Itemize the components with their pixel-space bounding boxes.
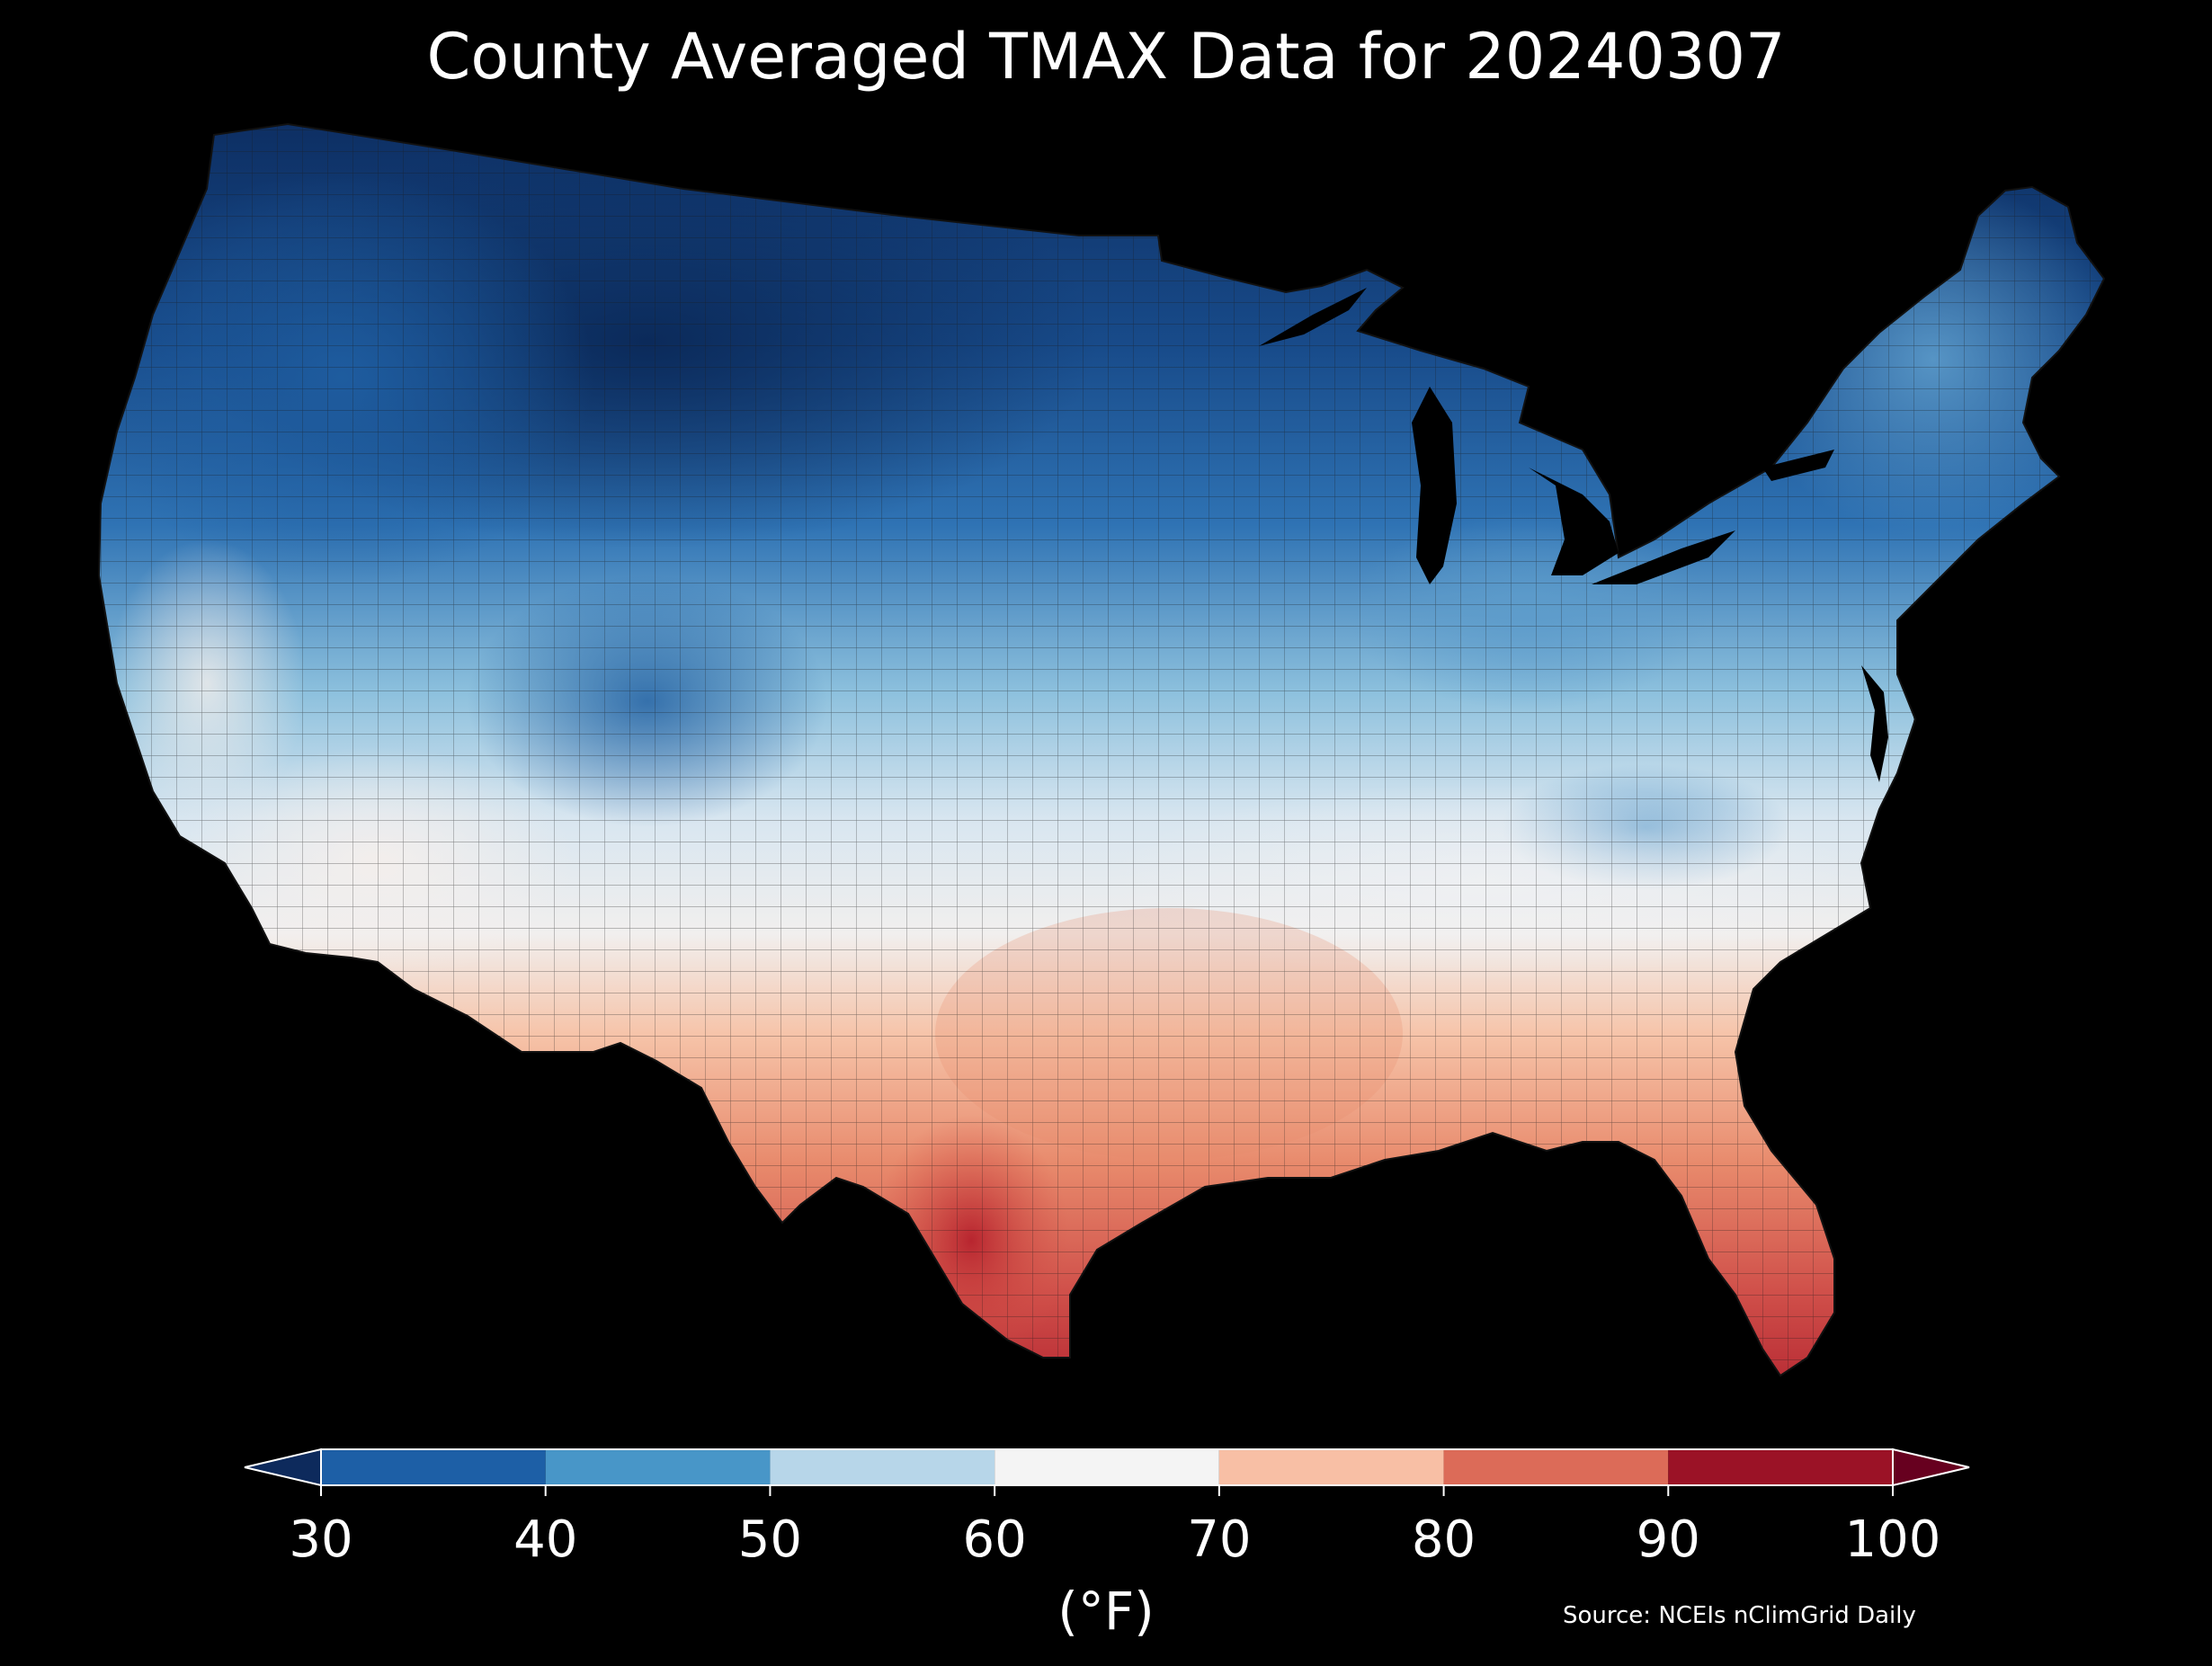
colorbar-bin-30-40 xyxy=(321,1449,546,1485)
colorbar-tick-label: 70 xyxy=(1187,1510,1252,1569)
colorbar-bin-50-60 xyxy=(770,1449,995,1485)
colorbar-tick-label: 40 xyxy=(513,1510,578,1569)
colorbar-tick-label: 90 xyxy=(1636,1510,1700,1569)
colorbar-under-arrow xyxy=(244,1448,322,1487)
chesapeake-bay xyxy=(1861,665,1888,782)
colorbar-tick-label: 50 xyxy=(737,1510,803,1569)
colorbar-bin-90-100 xyxy=(1668,1449,1893,1485)
source-note: Source: NCEIs nClimGrid Daily xyxy=(1563,1602,1916,1629)
us-outline xyxy=(97,122,2106,1377)
map-title: County Averaged TMAX Data for 20240307 xyxy=(426,20,1786,94)
colorbar-bin-70-80 xyxy=(1218,1449,1444,1485)
colorbar-tick-label: 30 xyxy=(289,1510,353,1569)
colorbar-frame xyxy=(320,1448,1894,1486)
colorbar-tick-label: 100 xyxy=(1844,1510,1941,1569)
colorbar-bin-40-50 xyxy=(545,1449,771,1485)
colorbar-bin-60-70 xyxy=(995,1449,1219,1485)
colorbar-over-arrow xyxy=(1892,1448,1970,1487)
colorbar-tick-label: 80 xyxy=(1411,1510,1476,1569)
colorbar-tick-label: 60 xyxy=(962,1510,1027,1569)
great-lakes xyxy=(1259,288,1834,584)
colorbar-bin-80-90 xyxy=(1443,1449,1669,1485)
colorbar-unit-label: (°F) xyxy=(1057,1581,1155,1642)
